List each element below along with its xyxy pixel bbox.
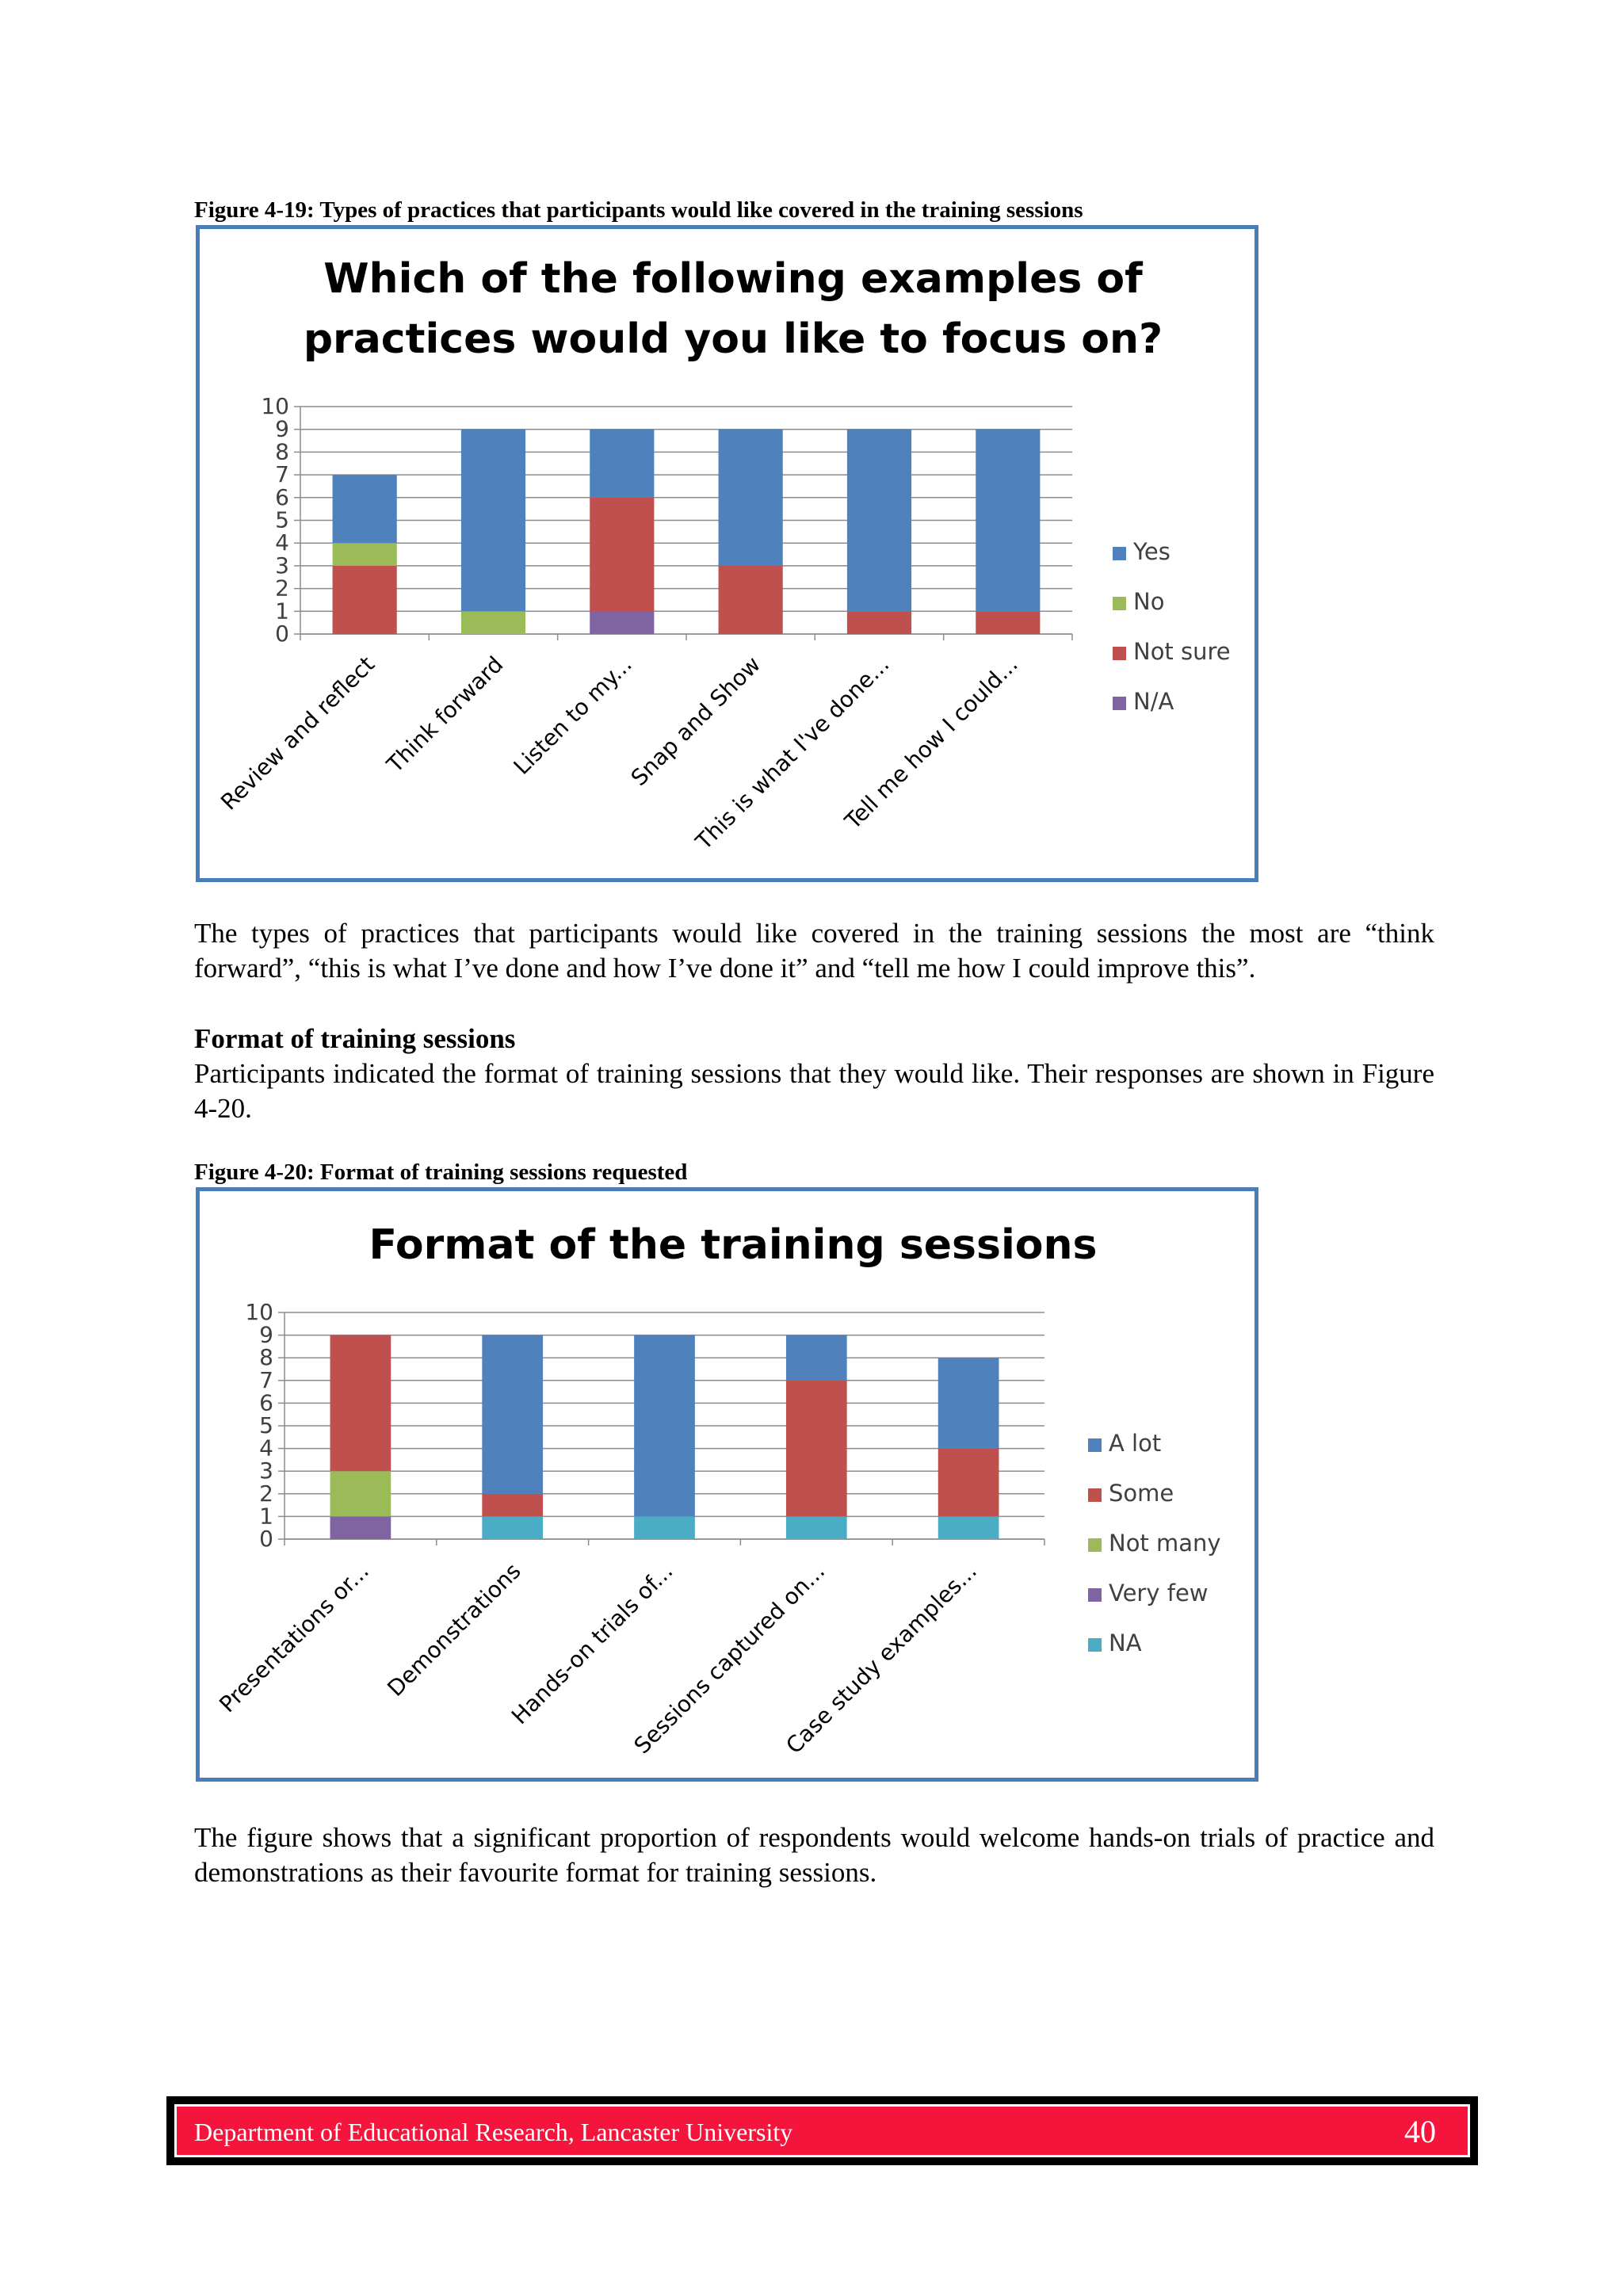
legend-label: Not sure xyxy=(1133,638,1231,665)
chart-practices: Which of the following examples of practi… xyxy=(216,255,1231,855)
y-tick-label: 4 xyxy=(259,1435,273,1461)
legend-swatch xyxy=(1088,1588,1102,1602)
figure-4-19-caption: Figure 4-19: Types of practices that par… xyxy=(194,197,1083,223)
bar-segment-yes xyxy=(460,429,526,612)
chart-format: Format of the training sessions 012345678… xyxy=(214,1221,1221,1759)
bar-segment-na xyxy=(785,1516,847,1539)
bar-segment-not-sure xyxy=(718,565,783,634)
footer-department: Department of Educational Research, Lanc… xyxy=(194,2118,793,2146)
legend-label: Very few xyxy=(1109,1580,1209,1606)
x-category-label: Think forward xyxy=(381,651,508,778)
y-tick-label: 7 xyxy=(259,1367,273,1393)
paragraph-format-intro: Participants indicated the format of tra… xyxy=(194,1058,1434,1124)
legend-label: Some xyxy=(1109,1480,1174,1507)
legend-label: No xyxy=(1133,588,1164,615)
footer-band: Department of Educational Research, Lanc… xyxy=(174,2104,1470,2157)
chart-practices-frame: Which of the following examples of practi… xyxy=(196,225,1258,882)
bar-segment-very-few xyxy=(330,1516,391,1539)
bar-segment-not-sure xyxy=(590,497,655,612)
y-tick-label: 1 xyxy=(275,598,289,624)
legend-swatch xyxy=(1088,1638,1102,1652)
chart-title-line: Format of the training sessions xyxy=(369,1221,1098,1269)
x-category-label: Snap and Show xyxy=(626,651,766,791)
y-tick-label: 9 xyxy=(275,416,289,442)
bar-segment-yes xyxy=(718,429,783,566)
section-heading-format: Format of training sessions xyxy=(194,1023,516,1054)
paragraph-format-summary: The figure shows that a significant prop… xyxy=(194,1822,1434,1888)
y-tick-label: 0 xyxy=(275,621,289,647)
legend-swatch xyxy=(1113,597,1126,610)
y-tick-label: 4 xyxy=(275,529,289,556)
y-tick-label: 2 xyxy=(259,1480,273,1507)
footer-bar: Department of Educational Research, Lanc… xyxy=(166,2096,1478,2165)
legend-swatch xyxy=(1088,1538,1102,1552)
y-tick-label: 3 xyxy=(259,1457,273,1484)
bar-segment-not-sure xyxy=(976,611,1041,634)
y-tick-label: 1 xyxy=(259,1503,273,1529)
bar-segment-no xyxy=(332,543,397,566)
legend-label: NA xyxy=(1109,1629,1142,1656)
y-tick-label: 8 xyxy=(259,1344,273,1370)
legend-swatch xyxy=(1113,547,1126,560)
y-tick-label: 6 xyxy=(275,484,289,510)
figure-4-20-caption: Figure 4-20: Format of training sessions… xyxy=(194,1159,688,1185)
y-tick-label: 5 xyxy=(259,1412,273,1438)
y-tick-label: 5 xyxy=(275,507,289,533)
page-number: 40 xyxy=(1404,2114,1436,2149)
bar-segment-yes xyxy=(846,429,912,612)
legend-swatch xyxy=(1088,1438,1102,1452)
legend-swatch xyxy=(1113,647,1126,660)
bar-segment-not-sure xyxy=(846,611,912,634)
legend-swatch xyxy=(1088,1488,1102,1502)
y-tick-label: 2 xyxy=(275,575,289,602)
bar-segment-a-lot xyxy=(785,1335,847,1381)
bar-segment-yes xyxy=(590,429,655,498)
legend-swatch xyxy=(1113,697,1126,710)
bar-segment-a-lot xyxy=(482,1335,544,1494)
legend-label: N/A xyxy=(1133,688,1174,715)
y-tick-label: 3 xyxy=(275,552,289,579)
chart-format-frame: Format of the training sessions 0 1 2 3 4 5 6 7 8… xyxy=(196,1187,1258,1782)
paragraph-practices-summary: The types of practices that participants… xyxy=(194,918,1434,984)
x-category-label: Demonstrations xyxy=(382,1558,525,1702)
x-category-label: Presentations or... xyxy=(214,1558,374,1718)
chart-title-line: Which of the following examples of xyxy=(323,255,1144,303)
bar-segment-not-sure xyxy=(332,565,397,634)
x-category-label: Listen to my... xyxy=(509,651,637,780)
bar-segment-some xyxy=(482,1493,544,1517)
bar-segment-yes xyxy=(976,429,1041,612)
bar-segment-a-lot xyxy=(634,1335,695,1517)
bar-segment-some xyxy=(785,1380,847,1517)
y-tick-label: 10 xyxy=(261,393,289,419)
bar-segment-n-a xyxy=(590,611,655,634)
y-tick-label: 6 xyxy=(259,1389,273,1415)
y-tick-label: 0 xyxy=(259,1526,273,1552)
legend-label: Not many xyxy=(1109,1530,1221,1557)
bar-segment-na xyxy=(634,1516,695,1539)
chart-title-line: practices would you like to focus on? xyxy=(304,315,1163,363)
x-category-label: Hands-on trials of... xyxy=(506,1558,678,1729)
bar-segment-na xyxy=(482,1516,544,1539)
y-tick-label: 8 xyxy=(275,438,289,464)
bar-segment-a-lot xyxy=(938,1358,999,1449)
bar-segment-yes xyxy=(332,475,397,544)
bar-segment-na xyxy=(938,1516,999,1539)
y-tick-label: 7 xyxy=(275,461,289,487)
bar-segment-no xyxy=(460,611,526,634)
bar-segment-some xyxy=(938,1448,999,1517)
legend-label: Yes xyxy=(1132,538,1170,565)
bar-segment-some xyxy=(330,1335,391,1472)
y-tick-label: 10 xyxy=(245,1299,273,1325)
x-category-label: Review and reflect xyxy=(216,651,380,816)
y-tick-label: 9 xyxy=(259,1322,273,1348)
bar-segment-not-many xyxy=(330,1471,391,1517)
legend-label: A lot xyxy=(1109,1430,1161,1457)
